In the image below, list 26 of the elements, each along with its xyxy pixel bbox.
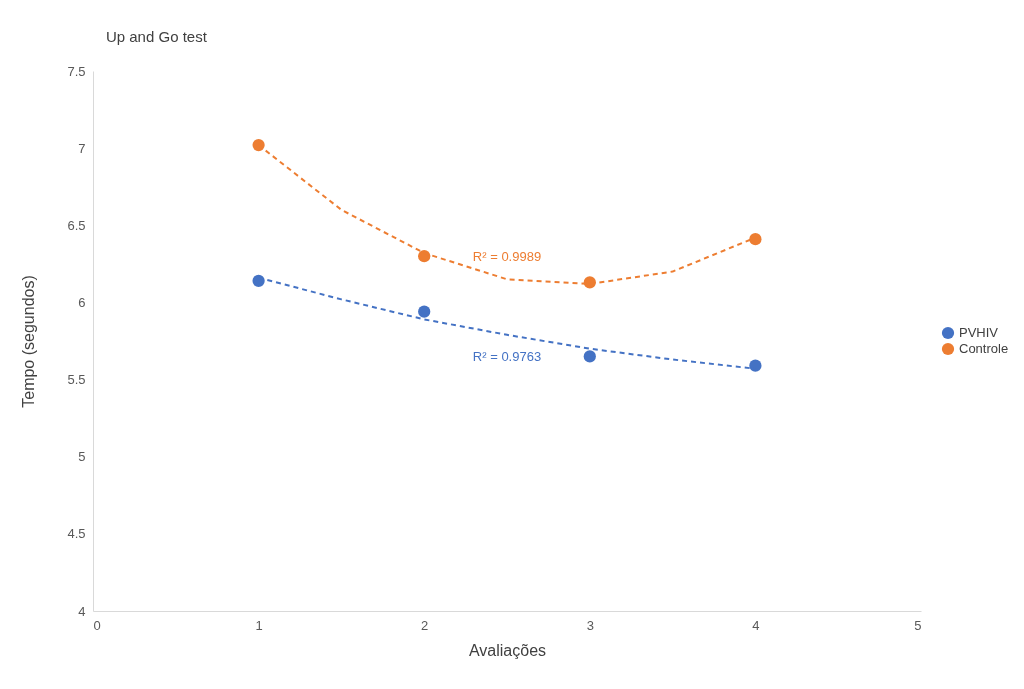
legend-label: Controle	[959, 341, 1009, 356]
annotation: R² = 0.9989	[472, 249, 542, 265]
x-tick-label: 2	[421, 617, 429, 633]
x-tick-label: 5	[914, 617, 922, 633]
y-axis-title: Tempo (segundos)	[20, 275, 38, 408]
legend-label: PVHIV	[959, 325, 999, 340]
point	[749, 359, 762, 372]
x-tick-label: 4	[752, 617, 760, 633]
x-axis-title: Avaliações	[468, 641, 547, 659]
y-tick-label: 6.5	[67, 217, 86, 233]
y-tick-label: 7.5	[67, 63, 86, 79]
x-tick-label: 0	[93, 617, 101, 633]
x-tick-label: 1	[255, 617, 263, 633]
y-tick-label: 5.5	[67, 372, 86, 388]
point	[583, 350, 596, 363]
x-tick-label: 3	[586, 617, 594, 633]
y-tick-label: 6	[78, 294, 86, 310]
y-tick-label: 7	[78, 140, 86, 156]
annotation: R² = 0.9763	[472, 348, 542, 364]
y-tick-label: 4	[78, 603, 86, 619]
y-tick-label: 4.5	[67, 526, 86, 542]
point	[418, 305, 431, 318]
y-tick-label: 5	[78, 449, 86, 465]
point	[749, 233, 762, 246]
point	[418, 250, 431, 263]
chart-title: Up and Go test	[105, 28, 208, 45]
